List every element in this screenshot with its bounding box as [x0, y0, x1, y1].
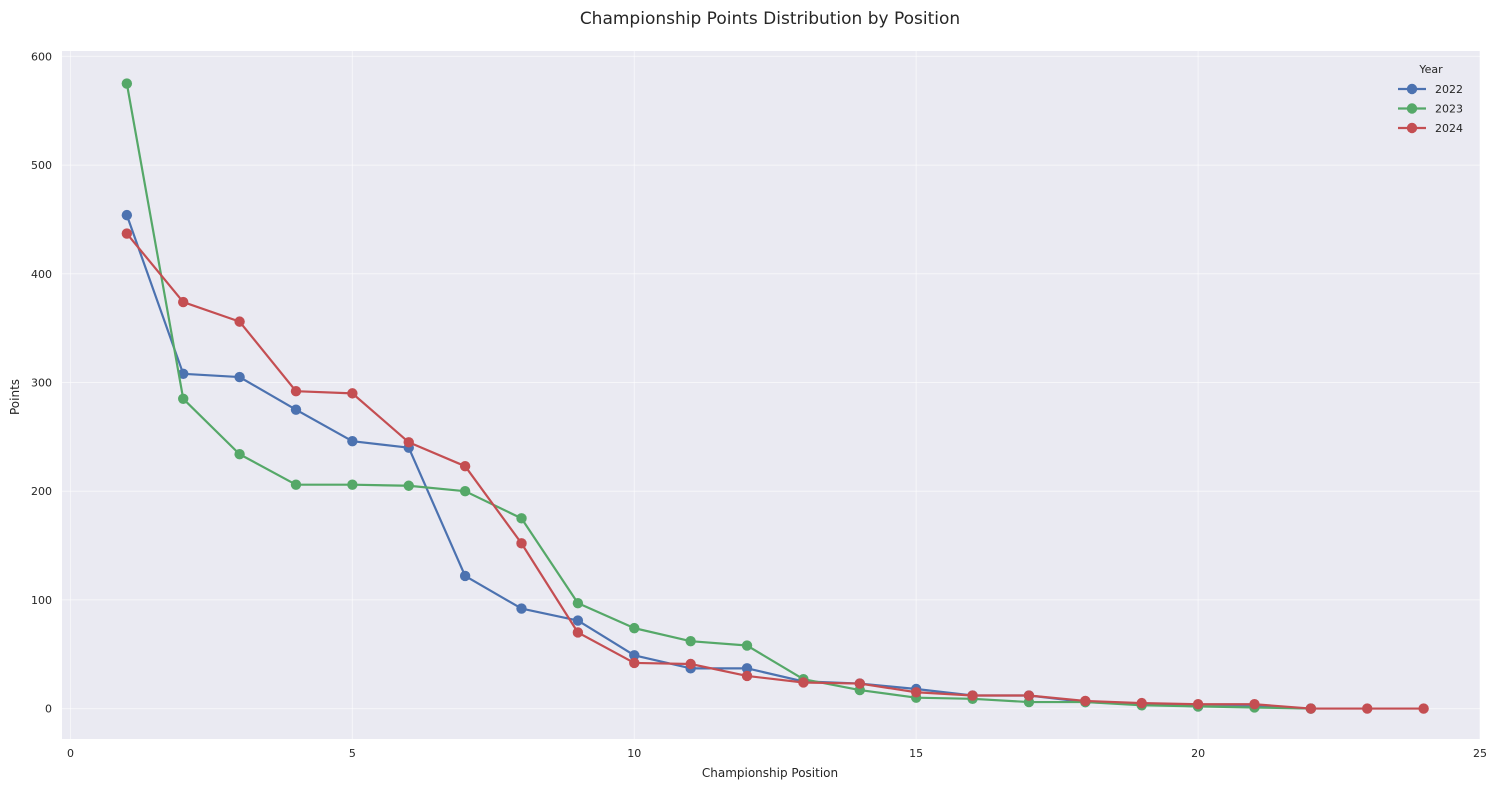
plot-area	[62, 51, 1480, 739]
data-point	[403, 437, 414, 448]
data-point	[1362, 703, 1373, 714]
data-point	[178, 296, 189, 308]
grid-lines	[62, 51, 1481, 739]
x-tick-label: 10	[627, 747, 641, 760]
data-point	[629, 657, 640, 669]
x-axis-label: Championship Position	[702, 766, 838, 780]
legend: Year 2022 2023 2024	[1398, 63, 1463, 135]
data-point	[629, 650, 640, 661]
data-point	[854, 678, 866, 689]
data-point	[290, 385, 302, 397]
data-point	[403, 480, 414, 491]
data-point	[1305, 703, 1317, 714]
data-point	[629, 622, 640, 634]
legend-marker	[1406, 103, 1418, 114]
data-point	[290, 479, 302, 490]
data-point	[178, 368, 189, 380]
x-tick-label: 15	[909, 747, 923, 760]
data-point	[741, 663, 753, 674]
legend-item: 2024	[1398, 122, 1463, 135]
tick-labels: 0 5 10 15 20 25 0 100 200 300 400 500 600	[31, 50, 1487, 760]
series-layer	[121, 78, 1429, 714]
legend-title: Year	[1418, 63, 1443, 76]
legend-marker	[1406, 83, 1418, 95]
series-line	[125, 83, 1311, 710]
y-tick-label: 600	[31, 50, 52, 63]
data-point	[910, 687, 922, 698]
data-point	[459, 570, 471, 582]
data-point	[516, 603, 527, 614]
data-point	[459, 460, 471, 472]
legend-label: 2022	[1435, 83, 1463, 96]
data-point	[1023, 690, 1035, 701]
data-point	[572, 627, 584, 638]
x-tick-label: 25	[1473, 747, 1487, 760]
data-point	[1418, 703, 1429, 714]
y-tick-label: 300	[31, 377, 52, 390]
data-point	[572, 615, 584, 626]
data-point	[516, 513, 527, 524]
x-tick-label: 20	[1191, 747, 1205, 760]
data-point	[1080, 695, 1091, 707]
data-point	[798, 677, 809, 688]
data-point	[1136, 697, 1147, 709]
data-point	[234, 449, 245, 460]
data-point	[347, 388, 358, 399]
data-point	[347, 435, 358, 447]
legend-marker	[1406, 122, 1418, 134]
data-point	[234, 371, 245, 383]
data-point	[1192, 699, 1204, 710]
x-tick-label: 5	[349, 747, 356, 760]
data-point	[741, 640, 753, 651]
chart-title: Championship Points Distribution by Posi…	[580, 9, 960, 29]
y-tick-label: 0	[45, 703, 52, 716]
data-point	[741, 670, 753, 682]
data-point	[347, 479, 358, 490]
data-point	[290, 404, 302, 415]
data-point	[967, 690, 978, 701]
legend-item: 2022	[1398, 83, 1463, 96]
legend-label: 2024	[1435, 122, 1463, 135]
series-2024	[121, 228, 1429, 714]
y-axis-label: Points	[8, 379, 22, 415]
data-point	[1249, 699, 1260, 710]
data-point	[572, 597, 584, 609]
legend-item: 2023	[1398, 103, 1463, 116]
y-tick-label: 200	[31, 485, 52, 498]
data-point	[685, 635, 696, 647]
x-tick-label: 0	[67, 747, 74, 760]
data-point	[121, 78, 133, 89]
data-point	[685, 658, 696, 670]
data-point	[516, 538, 527, 549]
data-point	[121, 209, 133, 221]
data-point	[121, 228, 133, 239]
series-line	[125, 232, 1424, 710]
y-tick-label: 500	[31, 159, 52, 172]
legend-label: 2023	[1435, 103, 1463, 116]
data-point	[459, 485, 471, 497]
data-point	[234, 316, 245, 327]
data-point	[178, 393, 189, 405]
y-tick-label: 400	[31, 268, 52, 281]
y-tick-label: 100	[31, 594, 52, 607]
